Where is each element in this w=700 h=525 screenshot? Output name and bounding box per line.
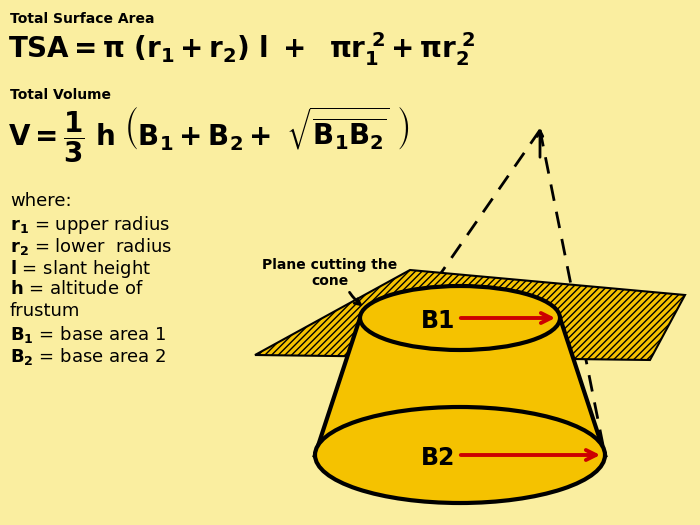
- Text: $\mathbf{r_1}$ = upper radius: $\mathbf{r_1}$ = upper radius: [10, 214, 170, 236]
- Text: B2: B2: [421, 446, 455, 470]
- Text: Total Surface Area: Total Surface Area: [10, 12, 155, 26]
- Text: B1: B1: [421, 309, 455, 333]
- Polygon shape: [315, 318, 605, 455]
- Text: $\mathbf{B_1}$ = base area 1: $\mathbf{B_1}$ = base area 1: [10, 324, 167, 345]
- Polygon shape: [255, 270, 685, 360]
- Text: Total Volume: Total Volume: [10, 88, 111, 102]
- Text: where:: where:: [10, 192, 71, 210]
- Ellipse shape: [315, 407, 605, 503]
- Text: $\mathbf{h}$ = altitude of: $\mathbf{h}$ = altitude of: [10, 280, 144, 298]
- Ellipse shape: [360, 286, 560, 350]
- Text: $\mathbf{l}$ = slant height: $\mathbf{l}$ = slant height: [10, 258, 151, 280]
- Text: $\mathbf{V = \dfrac{1}{3}\ h\ \left(B_1 + B_2 +\ \sqrt{\overline{B_1 B_2}}\ \rig: $\mathbf{V = \dfrac{1}{3}\ h\ \left(B_1 …: [8, 105, 409, 165]
- Text: $\mathbf{TSA = \pi\ (r_1 + r_2)\ l\ +\ \ \pi r_1^{\ 2} + \pi r_2^{\ 2}}$: $\mathbf{TSA = \pi\ (r_1 + r_2)\ l\ +\ \…: [8, 30, 476, 68]
- Text: frustum: frustum: [10, 302, 80, 320]
- Text: Plane cutting the
cone: Plane cutting the cone: [262, 258, 398, 288]
- Text: $\mathbf{B_2}$ = base area 2: $\mathbf{B_2}$ = base area 2: [10, 346, 167, 367]
- Text: $\mathbf{r_2}$ = lower  radius: $\mathbf{r_2}$ = lower radius: [10, 236, 172, 257]
